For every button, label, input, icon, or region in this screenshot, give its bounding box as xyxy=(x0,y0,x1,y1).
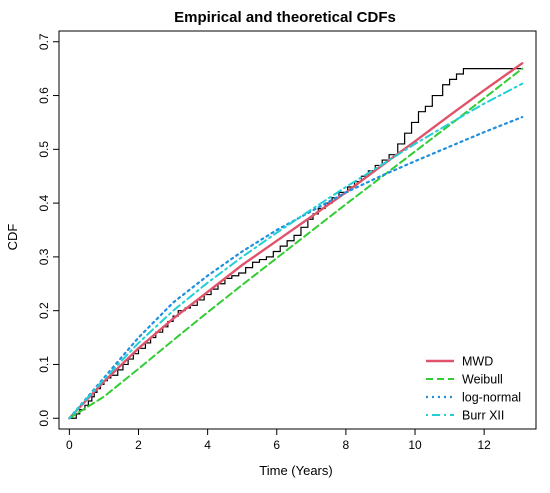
plot-frame xyxy=(58,30,537,430)
axes: 0 2 4 6 8 10 12 0.0 0.1 0.2 0.3 0.4 0.5 0.6 0.7 xyxy=(37,33,491,452)
series-mwd-line xyxy=(68,62,524,420)
y-tick-label: 0.6 xyxy=(37,87,51,104)
y-tick-label: 0.4 xyxy=(37,194,51,211)
chart-title: Empirical and theoretical CDFs xyxy=(174,9,396,26)
y-tick-label: 0.3 xyxy=(37,248,51,265)
series-burr-xii-line xyxy=(68,82,524,420)
x-tick-label: 12 xyxy=(477,438,491,452)
legend: MWD Weibull log-normal Burr XII xyxy=(426,355,521,423)
y-tick-label: 0.5 xyxy=(37,141,51,158)
x-tick-label: 0 xyxy=(66,438,73,452)
series-weibull-line xyxy=(68,67,524,420)
series-layer xyxy=(68,62,524,420)
x-tick-label: 4 xyxy=(204,438,211,452)
y-tick-label: 0.0 xyxy=(37,410,51,427)
legend-label-mwd: MWD xyxy=(462,355,493,369)
x-axis-label: Time (Years) xyxy=(259,463,332,478)
y-tick-label: 0.2 xyxy=(37,302,51,319)
x-tick-label: 6 xyxy=(273,438,280,452)
series-log-normal-line xyxy=(68,116,524,420)
x-tick-label: 8 xyxy=(343,438,350,452)
legend-label-log-normal: log-normal xyxy=(462,391,521,405)
y-tick-label: 0.7 xyxy=(37,33,51,50)
x-tick-label: 10 xyxy=(408,438,422,452)
y-axis-label: CDF xyxy=(5,224,20,251)
x-tick-label: 2 xyxy=(135,438,142,452)
legend-label-weibull: Weibull xyxy=(462,373,503,387)
legend-label-burr-xii: Burr XII xyxy=(462,409,504,423)
y-tick-label: 0.1 xyxy=(37,356,51,373)
